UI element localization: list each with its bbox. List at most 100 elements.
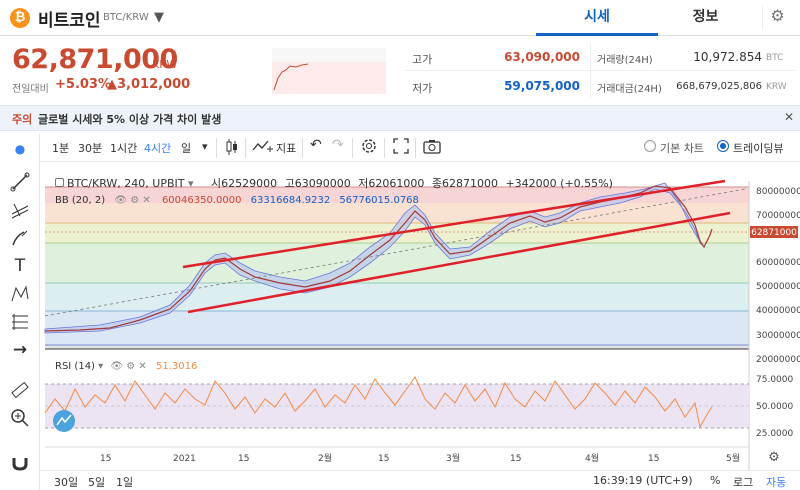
channel-lower-line [187, 211, 731, 314]
rsi-legend: RSI (14) ▾ 👁 ⚙ ✕ 51.3016 [55, 361, 197, 372]
price-tick: 30000000 [756, 331, 800, 341]
indicator-icon[interactable] [252, 137, 274, 158]
range-1d[interactable]: 1일 [116, 476, 134, 489]
coin-dropdown-icon[interactable]: ▼ [154, 10, 164, 25]
time-tick: 15 [510, 454, 521, 464]
legend-close: 종62871000 [431, 177, 498, 190]
rsi-visibility-icon[interactable]: 👁 ⚙ ✕ [110, 361, 147, 372]
volume-unit: BTC [766, 53, 784, 63]
close-icon[interactable]: ✕ [784, 110, 795, 124]
fib-band-4 [45, 243, 749, 283]
chart-bottom-bar: 30일 5일 1일 16:39:19 (UTC+9) % 로그 자동 [40, 470, 800, 490]
candlestick-icon[interactable] [224, 138, 240, 159]
high-value: 63,090,000 [504, 50, 580, 64]
time-tick: 3월 [446, 452, 460, 464]
price-tick: 50000000 [756, 282, 800, 292]
log-toggle[interactable]: 로그 [733, 476, 754, 489]
channel-upper-line [182, 179, 726, 269]
dashed-trendline [44, 188, 746, 317]
chart-settings-icon[interactable] [360, 137, 378, 158]
percent-toggle[interactable]: % [710, 474, 721, 487]
interval-dropdown-icon[interactable]: ▾ [202, 140, 208, 153]
settings-gear-icon[interactable]: ⚙ [762, 6, 792, 30]
tab-info[interactable]: 정보 [692, 9, 719, 25]
notice-text: 글로벌 시세와 5% 이상 가격 차이 발생 [38, 113, 222, 126]
last-price-text: 62871000 [751, 228, 797, 238]
rsi-label: RSI (14) [55, 361, 95, 372]
ruler-tool-icon[interactable] [10, 380, 30, 400]
auto-toggle[interactable]: 자동 [766, 476, 787, 489]
magnet-icon[interactable] [10, 452, 30, 472]
bitcoin-logo-icon: ₿ [10, 8, 30, 28]
interval-day[interactable]: 일 [181, 142, 192, 155]
fib-tool-icon[interactable] [10, 312, 30, 332]
notice-bar: 주의 글로벌 시세와 5% 이상 가격 차이 발생 ✕ [0, 105, 800, 131]
toolbar-divider [352, 138, 353, 158]
coin-header: ₿ 비트코인 BTC/KRW ▼ 시세 정보 ⚙ [0, 0, 800, 36]
range-30d[interactable]: 30일 [54, 476, 79, 489]
mini-price-chart [272, 48, 386, 94]
interval-1hour[interactable]: 1시간 [110, 142, 138, 155]
arrow-tool-icon[interactable]: → [12, 340, 28, 360]
zoom-in-icon[interactable] [10, 408, 30, 428]
fib-band-2 [45, 203, 749, 223]
collapse-legend-icon[interactable] [55, 178, 64, 187]
trendline-tool-icon[interactable] [10, 172, 30, 192]
axis-settings-gear-icon[interactable]: ⚙ [768, 450, 780, 465]
bb-value-lower: 56776015.0768 [339, 195, 419, 206]
mini-chart-svg [272, 62, 386, 94]
toolbar-divider [415, 138, 416, 158]
rsi-dropdown-icon[interactable]: ▾ [98, 361, 104, 372]
pitchfork-tool-icon[interactable] [10, 200, 30, 220]
undo-icon[interactable]: ↶ [310, 137, 322, 153]
chart-toolbar: 1분 30분 1시간 4시간 일 ▾ 지표 ↶ ↷ 기본 차트 트레이딩뷰 [40, 134, 800, 162]
price-tick: 70000000 [756, 211, 800, 221]
bb-label: BB (20, 2) [55, 195, 106, 206]
low-value: 59,075,000 [504, 79, 580, 93]
indicator-button[interactable]: 지표 [276, 142, 297, 155]
fib-band-6 [45, 311, 749, 345]
volume-value: 10,972.854 [693, 50, 762, 64]
time-tick: 15 [648, 454, 659, 464]
interval-30min[interactable]: 30분 [78, 142, 103, 155]
high-label: 고가 [412, 53, 433, 66]
basic-chart-label: 기본 차트 [660, 142, 704, 155]
rsi-tick: 50.0000 [756, 402, 793, 412]
cursor-dot-icon[interactable]: ● [14, 142, 26, 156]
interval-4hour[interactable]: 4시간 [144, 142, 172, 155]
price-tick: 80000000 [756, 187, 800, 197]
symbol-dropdown-icon[interactable]: ▾ [187, 177, 194, 190]
price-tick: 60000000 [756, 258, 800, 268]
text-tool-icon[interactable]: T [14, 256, 26, 276]
bb-visibility-icon[interactable]: 👁 ⚙ ✕ [114, 195, 151, 206]
stat-row-divider [405, 70, 795, 71]
drawing-toolbar: ● T → [0, 134, 40, 490]
tradingview-radio[interactable] [716, 139, 730, 156]
legend-low: 저62061000 [358, 177, 425, 190]
fib-band-7 [45, 345, 749, 349]
redo-icon[interactable]: ↷ [332, 137, 344, 153]
volume-label: 거래량(24H) [597, 55, 653, 66]
time-tick: 15 [238, 454, 249, 464]
price-pane [45, 186, 749, 350]
tab-price[interactable]: 시세 [536, 0, 658, 36]
interval-1min[interactable]: 1분 [52, 142, 70, 155]
camera-icon[interactable] [422, 137, 442, 158]
basic-chart-radio[interactable] [643, 139, 657, 156]
bb-value-upper: 63316684.9232 [250, 195, 331, 206]
fib-band-1 [45, 187, 749, 203]
price-tick: 20000000 [756, 355, 800, 365]
fullscreen-icon[interactable] [392, 137, 410, 158]
brush-tool-icon[interactable] [10, 228, 30, 248]
clock-time[interactable]: 16:39:19 (UTC+9) [593, 474, 693, 487]
legend-high: 고63090000 [284, 177, 351, 190]
time-tick: 4월 [585, 452, 599, 464]
time-tick: 15 [378, 454, 389, 464]
pattern-tool-icon[interactable] [10, 284, 30, 304]
chart-ohlc-legend: BTC/KRW, 240, UPBIT ▾ 시62529000 고6309000… [55, 175, 613, 191]
rsi-pane [44, 376, 749, 429]
range-5d[interactable]: 5일 [88, 476, 106, 489]
price-chart[interactable]: 62871000 80000000 70000000 60000000 5000… [40, 163, 800, 470]
last-price-tag [750, 226, 798, 238]
rsi-band [45, 384, 749, 428]
